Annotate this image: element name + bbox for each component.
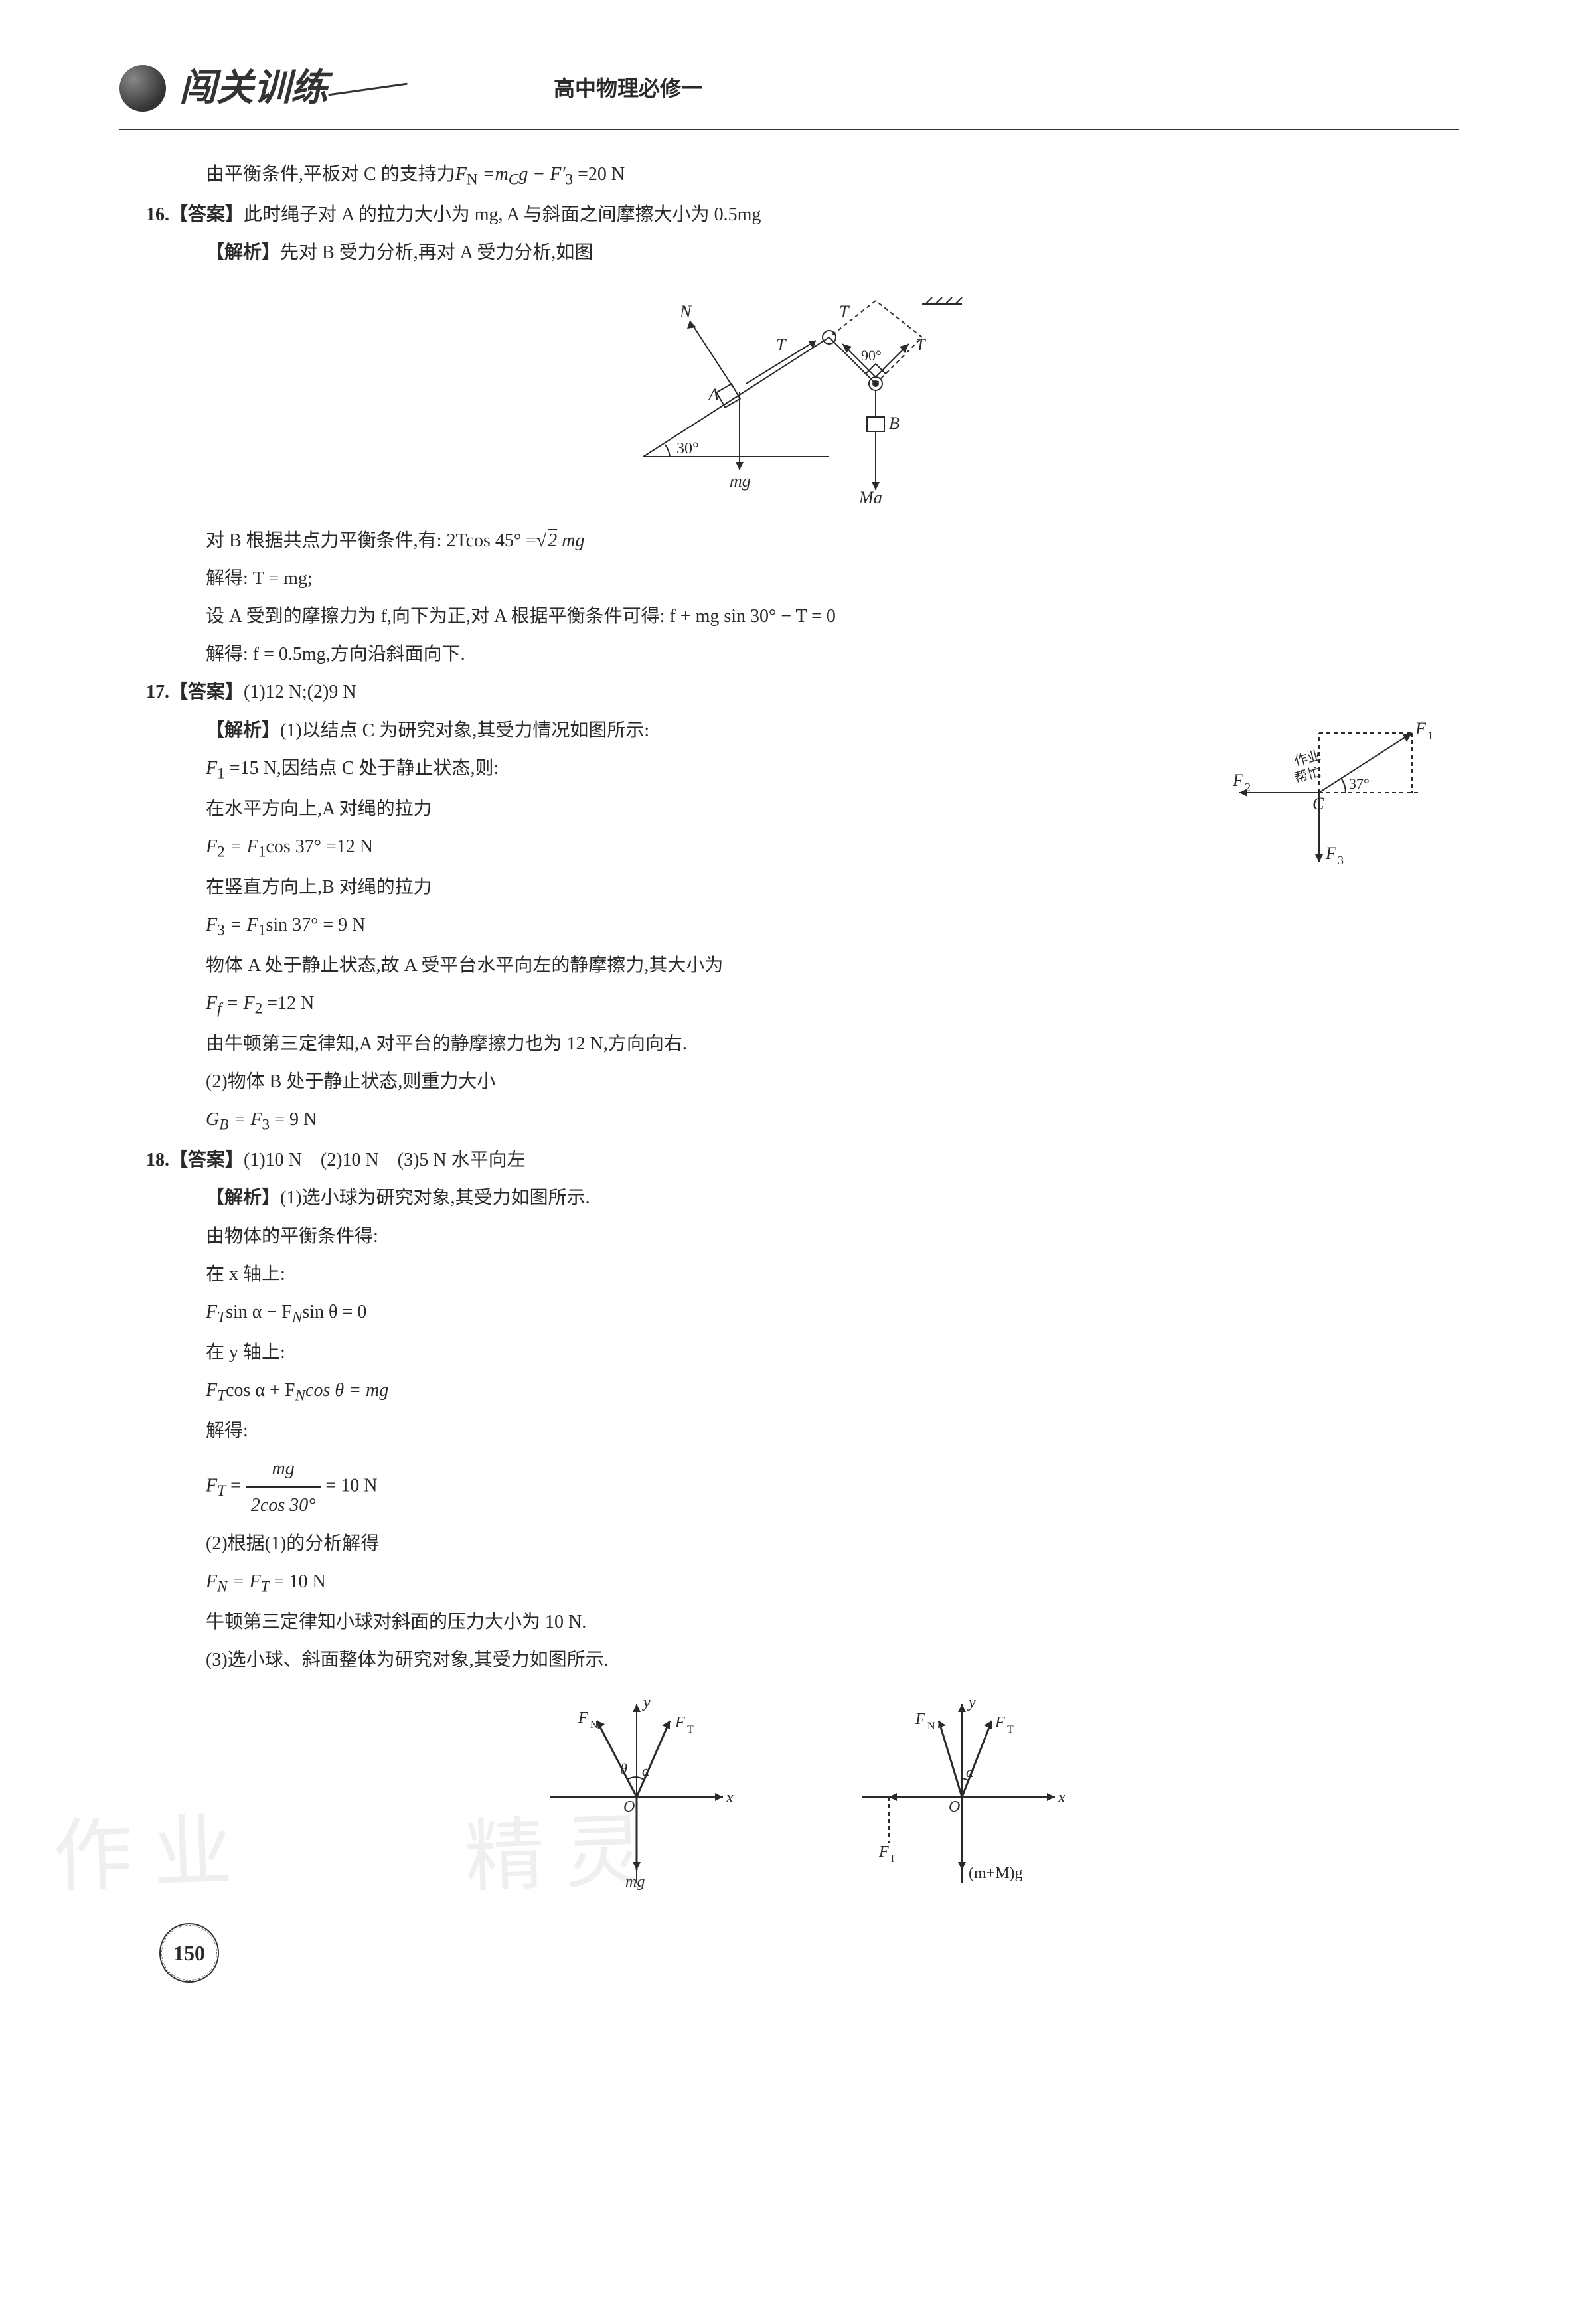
text-line: FN = FT = 10 N — [146, 1564, 1459, 1602]
svg-text:1: 1 — [1427, 729, 1432, 742]
answer-text: (1)12 N;(2)9 N — [244, 682, 356, 702]
text-line: 设 A 受到的摩擦力为 f,向下为正,对 A 根据平衡条件可得: f + mg … — [146, 599, 1459, 634]
text-line: 在 y 轴上: — [146, 1335, 1459, 1370]
svg-text:N: N — [679, 302, 692, 321]
svg-text:T: T — [687, 1724, 694, 1735]
svg-text:F: F — [1415, 720, 1427, 738]
fraction: mg 2cos 30° — [246, 1451, 321, 1523]
text-line: FT = mg 2cos 30° = 10 N — [146, 1451, 1459, 1523]
text-line: 由物体的平衡条件得: — [146, 1219, 1459, 1254]
svg-text:(m+M)g: (m+M)g — [969, 1865, 1023, 1882]
svg-text:30°: 30° — [676, 440, 699, 457]
text-line: 物体 A 处于静止状态,故 A 受平台水平向左的静摩擦力,其大小为 — [146, 948, 1459, 983]
text-line: (3)选小球、斜面整体为研究对象,其受力如图所示. — [146, 1642, 1459, 1677]
text-line: FTsin α − FNsin θ = 0 — [146, 1294, 1459, 1332]
text-line: (2)根据(1)的分析解得 — [146, 1526, 1459, 1561]
svg-text:mg: mg — [625, 1873, 645, 1890]
question-16: 16.【答案】此时绳子对 A 的拉力大小为 mg, A 与斜面之间摩擦大小为 0… — [146, 197, 1459, 232]
book-subtitle: 高中物理必修一 — [554, 68, 702, 109]
svg-text:O: O — [949, 1798, 960, 1816]
svg-text:α: α — [642, 1762, 650, 1779]
answer-label: 【答案】 — [169, 682, 244, 702]
svg-text:3: 3 — [1338, 854, 1344, 867]
question-number: 17. — [146, 682, 169, 702]
svg-text:F: F — [674, 1714, 685, 1731]
svg-text:f: f — [891, 1853, 895, 1865]
series-title: 闯关训练 — [179, 53, 381, 123]
text-line: F3 = F1sin 37° = 9 N — [146, 907, 1459, 945]
svg-text:F: F — [994, 1714, 1005, 1731]
text-line: 由牛顿第三定律知,A 对平台的静摩擦力也为 12 N,方向向右. — [146, 1026, 1459, 1061]
explain-label: 【解析】 — [206, 1188, 280, 1208]
force-diagram-ball: x y O FN FT θ α mg — [530, 1691, 743, 1890]
question-17: 17.【答案】(1)12 N;(2)9 N — [146, 674, 1459, 710]
text-line: 解得: f = 0.5mg,方向沿斜面向下. — [146, 637, 1459, 672]
svg-text:N: N — [590, 1719, 598, 1731]
svg-text:θ: θ — [620, 1760, 627, 1777]
text-line: (2)物体 B 处于静止状态,则重力大小 — [146, 1064, 1459, 1099]
text-line: 【解析】(1)选小球为研究对象,其受力如图所示. — [146, 1180, 1459, 1215]
force-diagram-system: x y O FN FT α Ff (m+M)g — [849, 1691, 1075, 1890]
question-18: 18.【答案】(1)10 N (2)10 N (3)5 N 水平向左 — [146, 1142, 1459, 1178]
diagram-18-row: x y O FN FT θ α mg x y O — [146, 1691, 1459, 1890]
svg-text:Mg: Mg — [858, 488, 882, 503]
answer-label: 【答案】 — [169, 1150, 244, 1170]
svg-text:y: y — [642, 1694, 651, 1711]
text-line: Ff = F2 =12 N — [146, 986, 1459, 1024]
svg-text:37°: 37° — [1349, 775, 1370, 792]
force-diagram-incline: 30° A N T mg T T 90° — [617, 284, 988, 503]
svg-text:x: x — [726, 1789, 734, 1806]
force-diagram-point-c: F2 F1 37° F3 C 作业 帮忙 — [1233, 720, 1432, 879]
answer-text: 此时绳子对 A 的拉力大小为 mg, A 与斜面之间摩擦大小为 0.5mg — [244, 204, 761, 225]
diagram-16: 30° A N T mg T T 90° — [146, 284, 1459, 503]
explain-label: 【解析】 — [206, 242, 280, 263]
question-number: 16. — [146, 204, 169, 225]
question-number: 18. — [146, 1150, 169, 1170]
text: 由平衡条件,平板对 C 的支持力 — [206, 164, 455, 185]
diagram-17: F2 F1 37° F3 C 作业 帮忙 — [1233, 720, 1432, 891]
text-line: 解得: — [146, 1413, 1459, 1448]
text-line: 在 x 轴上: — [146, 1257, 1459, 1292]
text-line: 牛顿第三定律知小球对斜面的压力大小为 10 N. — [146, 1604, 1459, 1640]
svg-text:2: 2 — [1245, 781, 1251, 794]
svg-text:90°: 90° — [861, 347, 882, 364]
svg-text:T: T — [1007, 1724, 1014, 1735]
svg-text:N: N — [927, 1721, 935, 1732]
svg-text:B: B — [889, 414, 900, 433]
svg-text:F: F — [1325, 844, 1337, 863]
svg-text:T: T — [915, 335, 926, 354]
main-content: 由平衡条件,平板对 C 的支持力FN =mCg − F′3 =20 N 16.【… — [119, 157, 1459, 1890]
svg-text:C: C — [1312, 794, 1324, 813]
svg-text:F: F — [878, 1843, 889, 1861]
answer-text: (1)10 N (2)10 N (3)5 N 水平向左 — [244, 1150, 526, 1170]
svg-text:O: O — [623, 1798, 635, 1816]
text-line: 解得: T = mg; — [146, 561, 1459, 596]
text-line: FTcos α + FNcos θ = mg — [146, 1373, 1459, 1411]
svg-text:α: α — [966, 1764, 974, 1780]
svg-text:T: T — [776, 335, 787, 354]
svg-text:F: F — [578, 1709, 588, 1727]
text-line: 【解析】先对 B 受力分析,再对 A 受力分析,如图 — [146, 235, 1459, 270]
svg-text:F: F — [1233, 771, 1244, 790]
text-line: 对 B 根据共点力平衡条件,有: 2Tcos 45° =√2 mg — [146, 523, 1459, 558]
text-line: GB = F3 = 9 N — [146, 1102, 1459, 1140]
svg-text:x: x — [1058, 1789, 1065, 1806]
svg-text:F: F — [915, 1711, 925, 1728]
svg-text:A: A — [707, 385, 719, 404]
logo-icon — [119, 65, 166, 112]
svg-text:y: y — [967, 1694, 976, 1711]
svg-text:mg: mg — [730, 471, 751, 491]
answer-label: 【答案】 — [169, 204, 244, 225]
text-line: 由平衡条件,平板对 C 的支持力FN =mCg − F′3 =20 N — [146, 157, 1459, 194]
explain-label: 【解析】 — [206, 720, 280, 741]
page-header: 闯关训练 高中物理必修一 — [119, 53, 1459, 130]
page-number: 150 — [159, 1923, 219, 1983]
svg-text:T: T — [839, 302, 850, 321]
